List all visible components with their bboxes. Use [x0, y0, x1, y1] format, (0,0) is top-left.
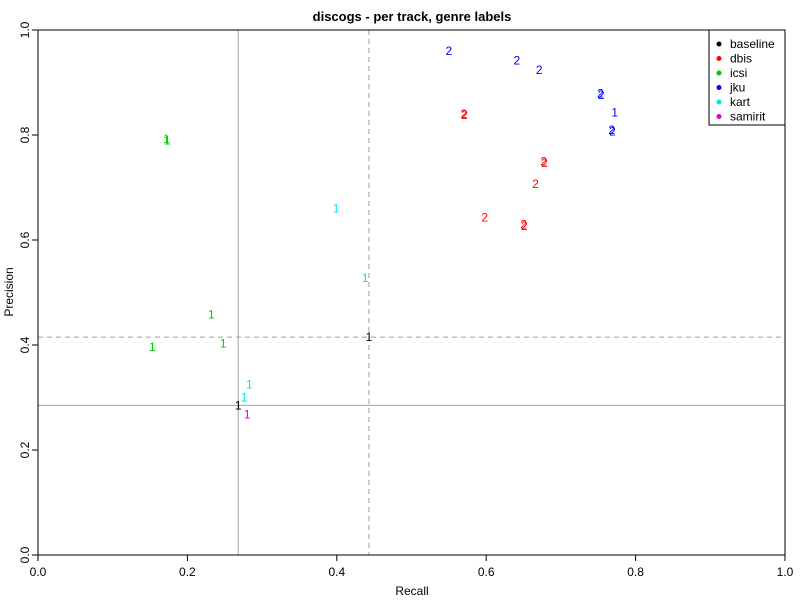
chart-title: discogs - per track, genre labels: [313, 9, 512, 24]
y-tick-label: 0.6: [18, 231, 32, 248]
y-axis-label: Precision: [2, 267, 16, 316]
y-tick-label: 0.4: [18, 336, 32, 353]
data-point-dbis: 2: [521, 219, 528, 233]
data-point-dbis: 2: [460, 107, 467, 121]
legend-label-dbis: dbis: [730, 52, 752, 66]
data-point-jku: 2: [597, 87, 604, 101]
data-point-jku: 2: [598, 88, 605, 102]
axes: 0.0 0.2 0.4 0.6 0.8 1.0 0.0 0.2 0.4 0.6 0.8 1.0: [18, 21, 794, 579]
data-point-baseline: 1: [235, 398, 242, 412]
legend-marker-baseline: [716, 41, 722, 47]
data-point-dbis: 2: [541, 156, 548, 170]
data-point-kart: 1: [246, 377, 253, 391]
x-axis-label: Recall: [395, 584, 428, 598]
plot-frame: [37, 29, 786, 556]
y-tick-label: 0.0: [18, 546, 32, 563]
data-point-dbis: 2: [540, 154, 547, 168]
legend-marker-icsi: [716, 70, 722, 76]
legend-label-kart: kart: [730, 95, 751, 109]
data-point-icsi: 1: [220, 336, 227, 350]
data-point-kart: 1: [333, 202, 340, 216]
legend-label-baseline: baseline: [730, 37, 775, 51]
data-point-jku: 2: [513, 53, 520, 67]
data-point-icsi: 1: [149, 340, 156, 354]
data-point-dbis: 2: [461, 108, 468, 122]
data-point-jku: 1: [611, 105, 618, 119]
data-point-icsi: 1: [164, 133, 171, 147]
y-tick-label: 0.2: [18, 441, 32, 458]
x-tick-label: 0.8: [627, 565, 644, 579]
legend-marker-dbis: [716, 56, 722, 61]
x-tick-label: 0.2: [179, 565, 196, 579]
reference-lines: [38, 30, 785, 555]
data-point-icsi: 1: [208, 308, 215, 322]
data-point-samirit: 1: [244, 407, 251, 421]
data-point-kart: 1: [241, 391, 248, 405]
x-tick-label: 0.0: [30, 565, 47, 579]
legend-label-samirit: samirit: [730, 110, 766, 124]
data-point-jku: 2: [446, 44, 453, 58]
data-point-jku: 2: [609, 124, 616, 138]
data-point-icsi: 1: [163, 132, 170, 146]
x-tick-label: 1.0: [777, 565, 794, 579]
x-tick-label: 0.4: [328, 565, 345, 579]
x-tick-label: 0.6: [478, 565, 495, 579]
data-point-kart: 1: [362, 271, 369, 285]
data-point-baseline: 1: [366, 330, 373, 344]
legend-marker-jku: [716, 85, 722, 90]
legend-marker-kart: [716, 99, 722, 105]
data-point-jku: 2: [608, 123, 615, 137]
legend-marker-samirit: [716, 114, 722, 119]
data-point-dbis: 2: [520, 217, 527, 231]
legend-label-jku: jku: [729, 81, 745, 95]
data-point-dbis: 2: [481, 210, 488, 224]
y-tick-label: 1.0: [18, 21, 32, 38]
data-point-jku: 2: [536, 63, 543, 77]
data-point-dbis: 2: [532, 177, 539, 191]
y-tick-label: 0.8: [18, 126, 32, 143]
legend-box: [708, 29, 786, 126]
legend-label-icsi: icsi: [730, 66, 747, 80]
